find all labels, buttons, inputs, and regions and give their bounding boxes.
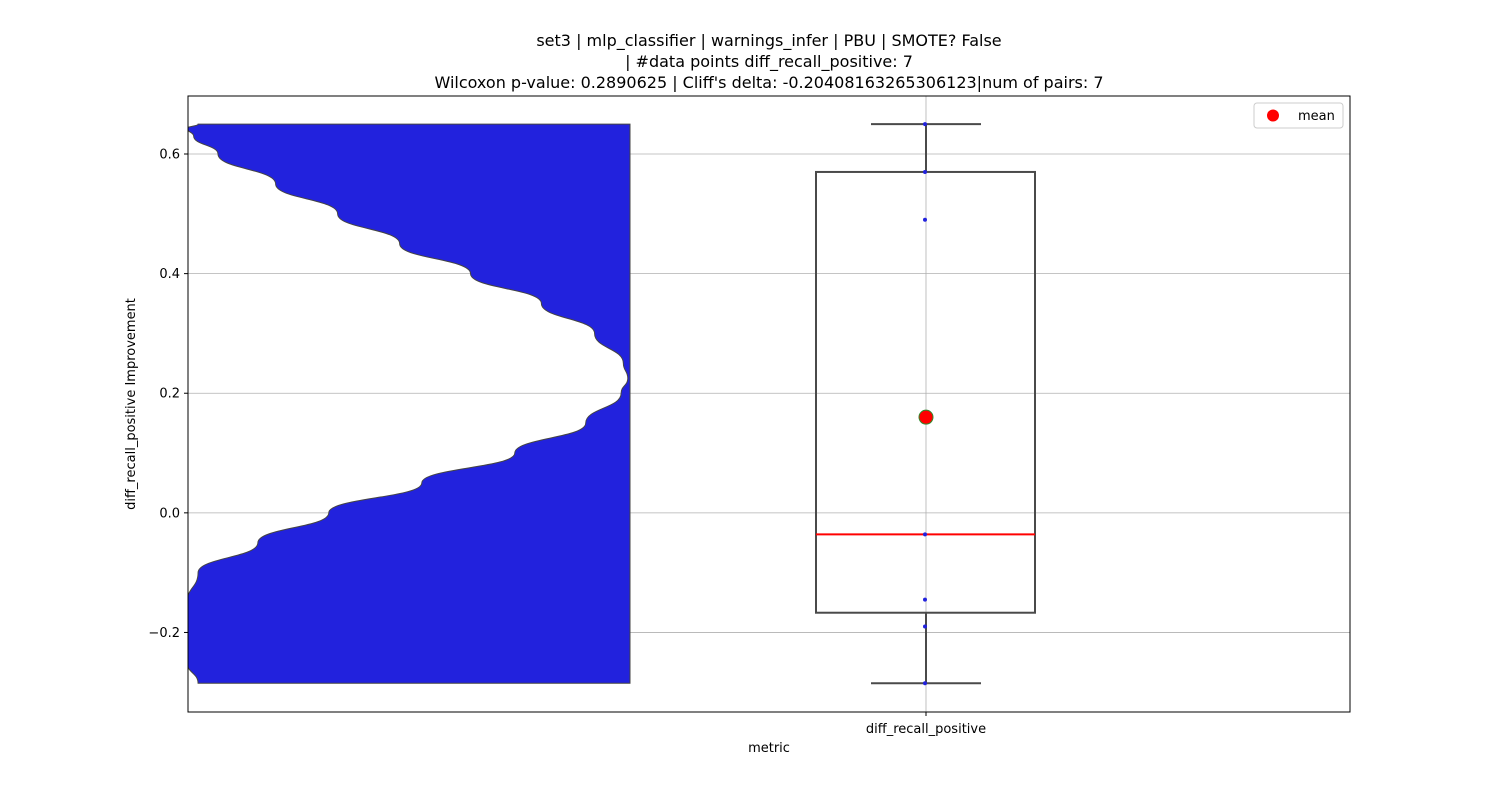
y-tick-label: 0.6 [159, 148, 180, 163]
x-axis-ticks: diff_recall_positive [866, 712, 986, 737]
y-tick-label: −0.2 [148, 626, 180, 641]
data-point [923, 532, 927, 537]
x-axis-label: metric [748, 741, 790, 756]
data-point [923, 217, 927, 222]
violin-body [188, 123, 631, 684]
title-line-2: | #data points diff_recall_positive: 7 [625, 52, 913, 72]
title-line-1: set3 | mlp_classifier | warnings_infer |… [536, 31, 1001, 51]
y-axis-ticks: −0.2 0.0 0.2 0.4 0.6 [148, 148, 188, 641]
x-tick-label: diff_recall_positive [866, 722, 986, 737]
legend: mean [1253, 102, 1344, 129]
data-point [923, 597, 927, 602]
y-tick-label: 0.0 [159, 506, 180, 521]
legend-box [1253, 102, 1344, 129]
y-tick-label: 0.2 [159, 387, 180, 402]
violin-plot [188, 123, 631, 684]
data-points [918, 122, 934, 686]
data-point [923, 624, 927, 629]
data-point [923, 122, 927, 127]
title-line-3: Wilcoxon p-value: 0.2890625 | Cliff's de… [434, 73, 1103, 92]
y-tick-label: 0.4 [159, 267, 180, 282]
chart-title: set3 | mlp_classifier | warnings_infer |… [434, 31, 1103, 92]
legend-mean-label: mean [1298, 109, 1335, 124]
legend-mean-marker [1267, 109, 1279, 122]
mean-marker [918, 409, 934, 425]
plot-area-frame [187, 95, 1351, 713]
data-point [923, 681, 927, 686]
y-axis-label: diff_recall_positive Improvement [124, 298, 139, 510]
data-point [923, 169, 927, 174]
box-iqr [815, 170, 1036, 614]
